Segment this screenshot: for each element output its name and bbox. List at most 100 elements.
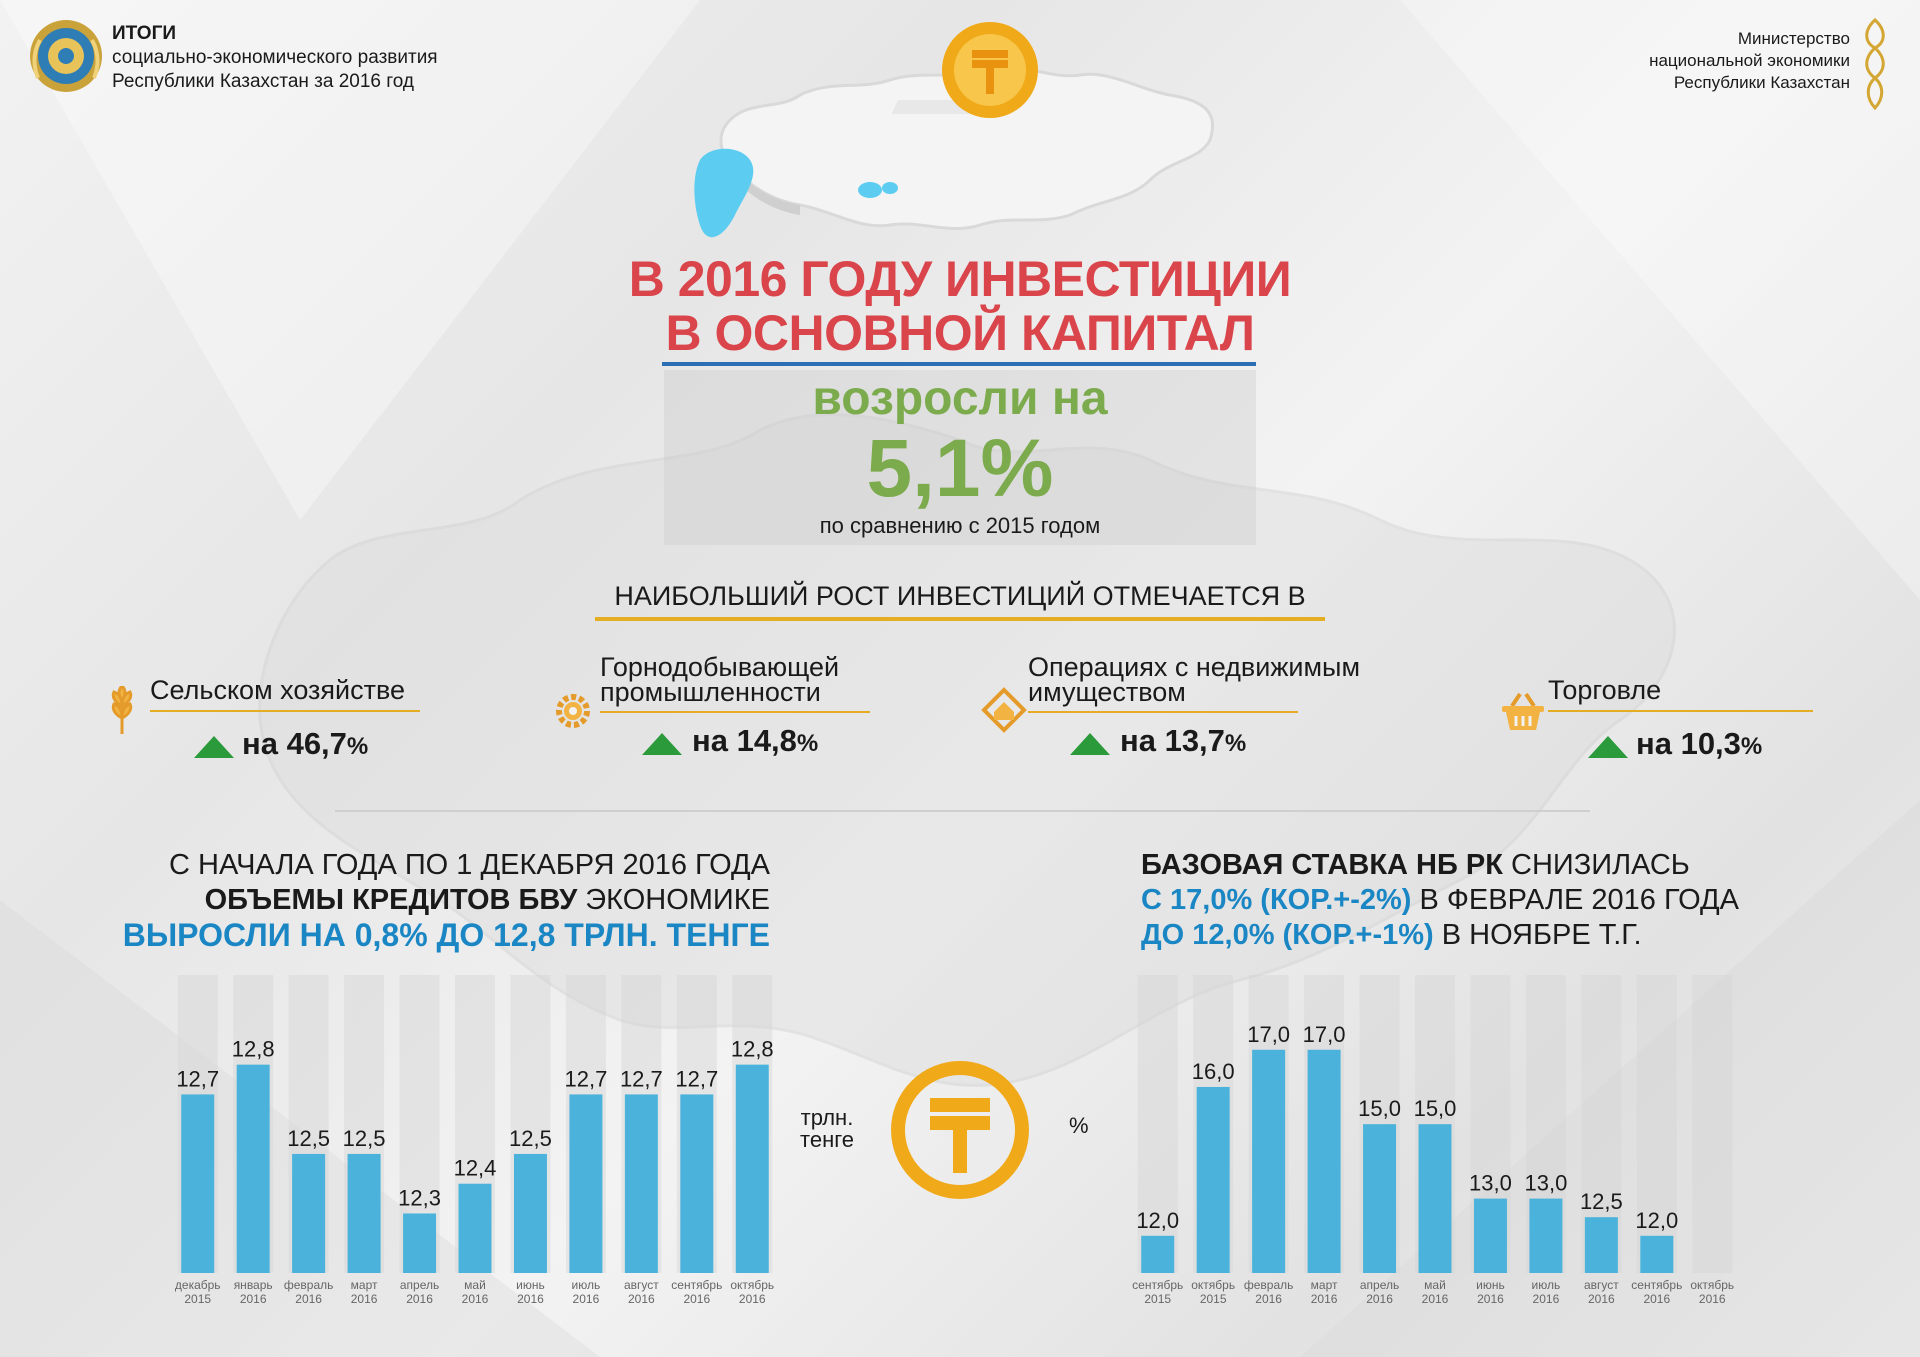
headline: В 2016 ГОДУ ИНВЕСТИЦИИ В ОСНОВНОЙ КАПИТА… — [0, 252, 1920, 360]
report-subtitle-line1: социально-экономического развития — [112, 47, 438, 68]
credit-tick-label: март — [351, 1278, 378, 1292]
sector-value-number: на 10,3 — [1636, 726, 1741, 761]
rate-line3-rest: В НОЯБРЕ Т.Г. — [1433, 919, 1642, 951]
ornament-icon — [1865, 18, 1885, 110]
rate-tick-label-year: 2016 — [1422, 1292, 1449, 1306]
credit-data-label: 12,5 — [343, 1126, 386, 1151]
credit-line1: С НАЧАЛА ГОДА ПО 1 ДЕКАБРЯ 2016 ГОДА — [169, 849, 770, 881]
credit-bar — [680, 1094, 714, 1273]
rate-bar — [1584, 1217, 1618, 1273]
credit-tick-label-year: 2016 — [628, 1292, 655, 1306]
credit-tick-label-year: 2015 — [184, 1292, 211, 1306]
rate-tick-label: февраль — [1244, 1278, 1294, 1292]
report-subtitle-line2: Республики Казахстан за 2016 год — [112, 71, 415, 92]
report-header: ИТОГИ социально-экономического развития … — [112, 22, 438, 94]
growth-value: 5,1% — [866, 423, 1054, 514]
credit-bar — [458, 1183, 492, 1273]
credit-tick-label-year: 2016 — [406, 1292, 433, 1306]
credit-unit-label: трлн. тенге — [800, 1107, 854, 1151]
sector-label-line1: Горнодобывающей — [600, 652, 840, 682]
sector-label: Торговле — [1548, 675, 1662, 705]
credit-bar — [735, 1064, 769, 1273]
rate-data-label: 12,0 — [1136, 1208, 1179, 1233]
sector-underline — [600, 711, 870, 713]
rate-tick-label-year: 2016 — [1643, 1292, 1670, 1306]
credit-line3: ВЫРОСЛИ НА 0,8% ДО 12,8 ТРЛН. ТЕНГЕ — [122, 917, 770, 953]
rate-summary: БАЗОВАЯ СТАВКА НБ РК СНИЗИЛАСЬ С 17,0% (… — [1141, 848, 1739, 953]
credit-data-label: 12,4 — [454, 1156, 497, 1181]
rate-tick-label: октябрь — [1690, 1278, 1734, 1292]
credit-tick-label-year: 2016 — [240, 1292, 267, 1306]
sectors-heading: НАИБОЛЬШИЙ РОСТ ИНВЕСТИЦИЙ ОТМЕЧАЕТСЯ В — [614, 581, 1306, 611]
credit-bar — [347, 1153, 381, 1273]
credit-tick-label-year: 2016 — [351, 1292, 378, 1306]
credit-tick-label: июль — [572, 1278, 601, 1292]
rate-tick-label: апрель — [1360, 1278, 1399, 1292]
rate-data-label: 13,0 — [1524, 1171, 1567, 1196]
sector-label: Горнодобывающей промышленности — [600, 652, 840, 706]
kazakhstan-emblem-icon — [30, 20, 102, 92]
report-title: ИТОГИ — [112, 23, 176, 44]
sector-underline — [150, 710, 420, 712]
sector-value-percent: % — [796, 730, 819, 757]
rate-bar — [1252, 1049, 1286, 1273]
credit-data-label: 12,8 — [232, 1037, 275, 1062]
credit-tick-label: декабрь — [175, 1278, 221, 1292]
house-icon — [981, 687, 1027, 733]
ministry-line1: Министерство — [1737, 29, 1850, 48]
rate-tick-label-year: 2016 — [1588, 1292, 1615, 1306]
sector-agriculture: Сельском хозяйстве на 46,7% — [150, 677, 420, 788]
rate-data-label: 13,0 — [1469, 1171, 1512, 1196]
sector-value-percent: % — [1740, 733, 1763, 760]
credit-summary: С НАЧАЛА ГОДА ПО 1 ДЕКАБРЯ 2016 ГОДА ОБЪ… — [123, 848, 770, 953]
rate-tick-label-year: 2016 — [1366, 1292, 1393, 1306]
credit-data-label: 12,3 — [398, 1185, 441, 1210]
sector-trade: Торговле на 10,3% — [1548, 675, 1813, 788]
credit-tick-label: январь — [234, 1278, 273, 1292]
ministry-name: Министерство национальной экономики Респ… — [1649, 28, 1850, 94]
rate-tick-label-year: 2016 — [1477, 1292, 1504, 1306]
headline-line2: В ОСНОВНОЙ КАПИТАЛ — [665, 305, 1255, 361]
rate-data-label: 15,0 — [1358, 1096, 1401, 1121]
rate-column-bg — [1636, 975, 1677, 1273]
rate-bar — [1141, 1235, 1175, 1273]
kazakhstan-map-illustration — [694, 22, 1215, 238]
rate-tick-label: август — [1584, 1278, 1619, 1292]
headline-line1: В 2016 ГОДУ ИНВЕСТИЦИИ — [628, 251, 1292, 307]
rate-tick-label-year: 2015 — [1144, 1292, 1171, 1306]
credit-line2-bold: ОБЪЕМЫ КРЕДИТОВ БВУ — [204, 884, 578, 916]
sector-value: на 14,8% — [692, 723, 818, 759]
sector-label-line1: Операциях с недвижимым — [1028, 652, 1361, 682]
growth-panel — [664, 370, 1256, 545]
rate-line1-bold: БАЗОВАЯ СТАВКА НБ РК — [1141, 849, 1503, 881]
sector-value-number: на 46,7 — [242, 726, 347, 761]
credit-tick-label: май — [464, 1278, 486, 1292]
up-arrow-icon — [1070, 733, 1110, 755]
rate-data-label: 17,0 — [1303, 1022, 1346, 1047]
rate-bar — [1529, 1198, 1563, 1273]
tenge-coin-icon — [891, 1061, 1029, 1199]
sector-underline — [1028, 711, 1298, 713]
credit-tick-label-year: 2016 — [462, 1292, 489, 1306]
rate-line2: С 17,0% (КОР.+-2%) В ФЕВРАЛЕ 2016 ГОДА — [1141, 883, 1739, 918]
ministry-line2: национальной экономики — [1649, 51, 1850, 70]
credit-tick-label-year: 2016 — [683, 1292, 710, 1306]
up-arrow-icon — [1588, 736, 1628, 758]
section-divider — [335, 810, 1590, 812]
rate-data-label: 12,5 — [1580, 1189, 1623, 1214]
rate-tick-label-year: 2016 — [1255, 1292, 1282, 1306]
rate-tick-label: сентябрь — [1132, 1278, 1183, 1292]
rate-bar — [1307, 1049, 1341, 1273]
rate-tick-label: май — [1424, 1278, 1446, 1292]
base-rate-chart: 12,0сентябрь201516,0октябрь201517,0февра… — [1132, 975, 1734, 1306]
gear-icon — [556, 694, 590, 728]
credit-data-label: 12,5 — [509, 1126, 552, 1151]
credit-tick-label: июнь — [516, 1278, 545, 1292]
sectors-heading-underline — [595, 617, 1325, 621]
sector-label: Операциях с недвижимым имуществом — [1028, 652, 1361, 706]
rate-column-bg — [1137, 975, 1178, 1273]
credit-bar — [569, 1094, 603, 1273]
sector-value-number: на 13,7 — [1120, 723, 1225, 758]
sector-value: на 10,3% — [1636, 726, 1762, 762]
rate-line3: ДО 12,0% (КОР.+-1%) В НОЯБРЕ Т.Г. — [1141, 918, 1739, 953]
